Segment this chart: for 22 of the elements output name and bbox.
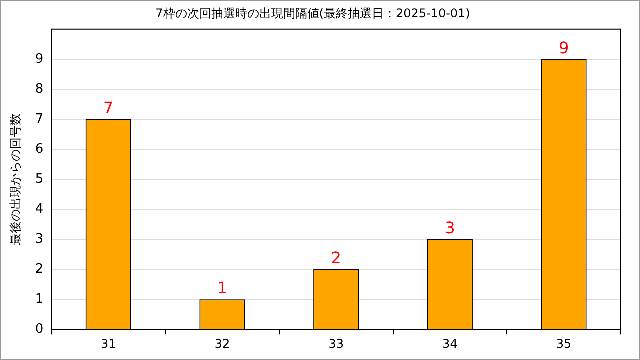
data-label: 9 [558,38,570,58]
data-label: 3 [445,218,456,238]
y-tick-label: 1 [35,292,44,307]
y-tick-label: 3 [35,232,44,247]
data-label: 7 [104,98,114,118]
y-tick-label: 4 [35,202,44,217]
x-tick-label: 35 [556,336,572,351]
data-label: 1 [217,278,228,298]
y-tick-label: 5 [35,172,44,187]
y-tick-label: 8 [35,82,44,97]
y-tick-label: 9 [35,52,44,67]
y-tick-label: 7 [35,112,44,127]
x-tick-label: 33 [328,336,344,351]
x-tick-label: 34 [442,336,458,351]
x-tick-label: 32 [214,336,230,351]
y-tick-label: 6 [35,142,44,157]
x-tick-label: 31 [100,336,116,351]
y-axis-title: 最後の出現からの回号数 [8,114,22,246]
y-tick-label: 2 [35,262,44,277]
y-tick-label: 0 [35,322,44,337]
chart-title: 7枠の次回抽選時の出現間隔値(最終抽選日：2025-10-01) [156,6,470,20]
data-label: 2 [331,248,342,268]
